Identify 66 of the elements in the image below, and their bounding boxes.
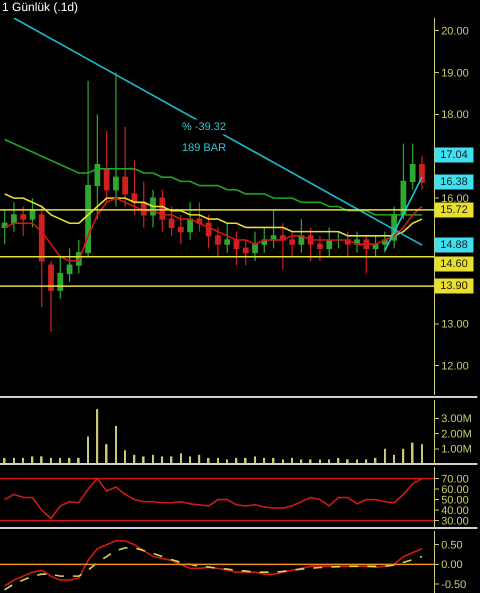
- y-tick-label: 1.00M: [441, 444, 472, 456]
- y-tick-label: 40.00: [441, 504, 469, 517]
- y-tick-label: 12.00: [441, 360, 469, 373]
- chart-title: 1 Günlük (.1d): [2, 0, 78, 14]
- bar: [87, 436, 89, 464]
- candlestick: [206, 214, 212, 249]
- candlestick: [196, 202, 202, 232]
- line-series: [4, 547, 423, 591]
- ref-line-label: 15.72: [440, 204, 468, 216]
- bar: [411, 442, 414, 464]
- y-tick-label: 0.50: [441, 540, 463, 552]
- candlestick: [410, 143, 416, 190]
- candlestick: [66, 248, 72, 282]
- bar: [124, 450, 126, 464]
- annotation: 189 BAR: [182, 142, 226, 154]
- y-tick-label: 70.00: [441, 473, 469, 486]
- ref-line-label: 13.90: [440, 280, 468, 292]
- y-tick-label: 19.00: [441, 67, 469, 80]
- candlestick: [113, 72, 119, 208]
- bar: [115, 426, 117, 464]
- ref-line-label: 14.60: [440, 258, 468, 270]
- candlestick: [326, 226, 332, 258]
- candlestick: [298, 218, 304, 254]
- candlestick: [11, 202, 17, 232]
- candlestick: [400, 143, 406, 220]
- candlestick: [344, 231, 351, 258]
- candlestick: [94, 114, 100, 220]
- candlestick: [289, 231, 295, 258]
- candlestick: [372, 235, 378, 258]
- y-tick-label: 60.00: [441, 484, 469, 496]
- y-tick-label: 50.00: [441, 494, 469, 506]
- bar: [133, 454, 136, 464]
- annotation: % -39.32: [182, 121, 226, 133]
- y-tick-label: 30.00: [441, 515, 469, 528]
- line-series: [4, 193, 423, 237]
- bar: [384, 448, 386, 464]
- bar: [105, 444, 108, 464]
- annotation: 16.38: [440, 176, 468, 188]
- candlestick: [168, 206, 174, 236]
- candlestick: [419, 156, 425, 190]
- candlestick: [48, 260, 54, 333]
- y-tick-label: 13.00: [441, 318, 469, 331]
- candlestick: [215, 226, 221, 258]
- annotation: 17.04: [440, 149, 468, 161]
- y-tick-label: 3.00M: [441, 413, 472, 426]
- candlestick: [85, 80, 91, 258]
- bar: [421, 444, 423, 464]
- y-tick-label: 2.00M: [441, 428, 472, 440]
- line-series: [4, 138, 423, 216]
- y-tick-label: 16.00: [441, 192, 469, 205]
- candlestick: [20, 206, 26, 236]
- bar: [31, 456, 34, 464]
- y-tick-label: -0.50: [441, 578, 466, 591]
- candlestick: [224, 222, 230, 254]
- candlestick: [252, 231, 258, 262]
- candlestick: [178, 214, 184, 245]
- y-tick-label: 0.00: [441, 559, 463, 572]
- y-tick-label: 20.00: [441, 25, 469, 38]
- line-series: [4, 540, 423, 587]
- annotation: 14.88: [440, 239, 468, 251]
- candlestick: [57, 256, 64, 300]
- candlestick: [187, 202, 193, 241]
- candlestick: [270, 210, 276, 249]
- candlestick: [30, 198, 36, 228]
- candlestick: [2, 210, 8, 245]
- y-tick-label: 18.00: [441, 109, 469, 122]
